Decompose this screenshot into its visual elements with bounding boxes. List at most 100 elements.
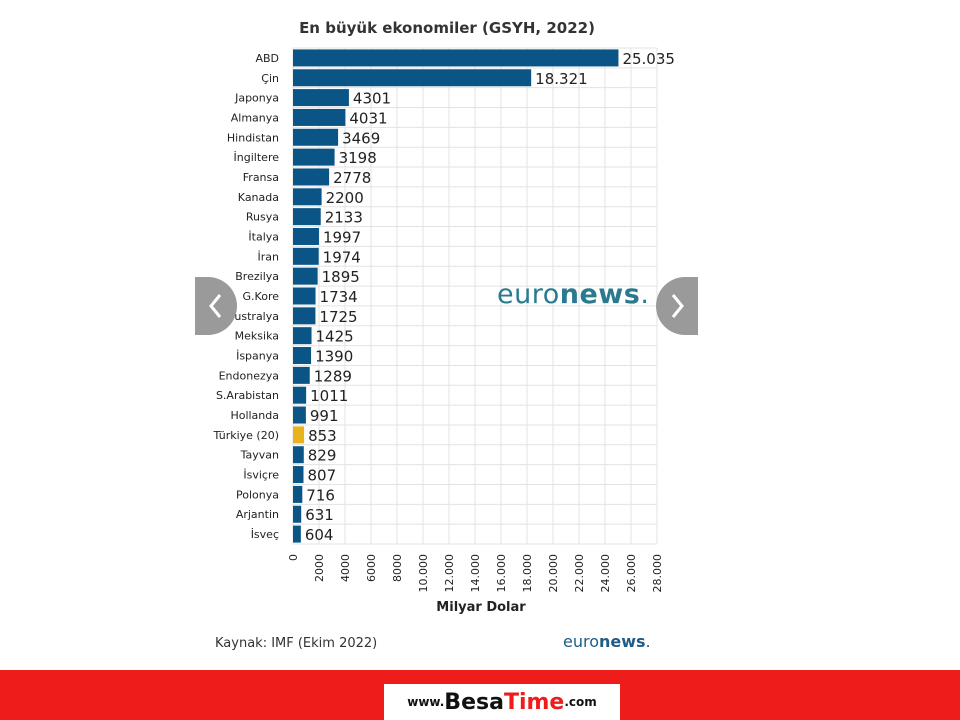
next-slide-button[interactable] xyxy=(656,277,698,335)
x-tick-label: 2000 xyxy=(313,554,326,582)
site-logo-com: .com xyxy=(564,695,597,709)
bar xyxy=(293,208,321,226)
category-labels: ABD Çin Japonya Almanya Hindistan İngiltere Fr… xyxy=(213,52,280,541)
watermark-part1: euro xyxy=(497,279,560,310)
data-label: 1390 xyxy=(315,348,353,366)
bar xyxy=(293,327,312,345)
bar xyxy=(293,128,339,146)
category-label: İran xyxy=(258,250,280,263)
bar xyxy=(293,386,307,404)
x-tick-label: 24.000 xyxy=(599,554,612,593)
bar xyxy=(293,89,349,107)
bar xyxy=(293,307,316,325)
brand-logo-part1: euro xyxy=(563,632,599,651)
watermark-logo: euronews. xyxy=(497,279,649,310)
bar xyxy=(293,347,312,365)
bar xyxy=(293,406,306,424)
category-label: İtalya xyxy=(248,230,279,243)
data-label: 1895 xyxy=(322,268,360,286)
data-label: 1289 xyxy=(314,367,352,385)
bar xyxy=(293,485,303,503)
data-label: 853 xyxy=(308,427,337,445)
data-label: 18.321 xyxy=(535,70,588,88)
category-label: Çin xyxy=(261,72,279,85)
bar xyxy=(293,49,619,67)
data-label: 604 xyxy=(305,526,334,544)
watermark-dot: . xyxy=(640,279,650,310)
data-label: 1997 xyxy=(323,228,361,246)
data-label: 3198 xyxy=(339,149,377,167)
category-label: Fransa xyxy=(243,171,279,184)
chart-bars xyxy=(293,49,619,543)
site-logo[interactable]: www. Besa Time .com xyxy=(384,684,620,720)
x-tick-label: 20.000 xyxy=(547,554,560,593)
x-tick-labels: 0 2000 4000 6000 8000 10.000 12.000 14.000 16.00… xyxy=(287,554,664,593)
x-tick-label: 8000 xyxy=(391,554,404,582)
category-label: Rusya xyxy=(246,211,279,224)
bar xyxy=(293,148,335,166)
data-label: 1734 xyxy=(320,288,358,306)
brand-logo-part2: news xyxy=(599,632,646,651)
data-label: 1974 xyxy=(323,248,361,266)
bar xyxy=(293,168,330,186)
x-tick-label: 28.000 xyxy=(651,554,664,593)
category-label: G.Kore xyxy=(243,290,280,303)
category-label: Polonya xyxy=(236,488,279,501)
site-logo-besa: Besa xyxy=(444,689,504,715)
data-label: 3469 xyxy=(342,129,380,147)
x-tick-label: 18.000 xyxy=(521,554,534,593)
category-label: Hindistan xyxy=(227,131,279,144)
category-label: ABD xyxy=(255,52,279,65)
data-label: 25.035 xyxy=(622,50,675,68)
data-label: 716 xyxy=(306,486,335,504)
chevron-left-icon xyxy=(209,294,222,318)
x-tick-label: 26.000 xyxy=(625,554,638,593)
bar xyxy=(293,525,301,543)
bar xyxy=(293,366,310,384)
bar xyxy=(293,247,319,265)
chevron-right-icon xyxy=(671,294,684,318)
x-tick-label: 10.000 xyxy=(417,554,430,593)
brand-logo-dot: . xyxy=(645,632,651,651)
data-label: 991 xyxy=(310,407,339,425)
category-label: Tayvan xyxy=(240,449,279,462)
bar xyxy=(293,426,305,444)
data-label: 631 xyxy=(305,506,334,524)
x-tick-label: 4000 xyxy=(339,554,352,582)
bar xyxy=(293,108,346,126)
site-logo-time: Time xyxy=(503,689,565,715)
category-label: İsveç xyxy=(251,528,279,541)
bar xyxy=(293,505,302,523)
data-label: 829 xyxy=(308,447,337,465)
x-tick-label: 14.000 xyxy=(469,554,482,593)
category-label: Türkiye (20) xyxy=(213,429,279,442)
category-label: Almanya xyxy=(231,111,279,124)
category-label: Endonezya xyxy=(219,369,279,382)
category-label: Meksika xyxy=(235,330,279,343)
category-label: Hollanda xyxy=(230,409,279,422)
category-label: İsviçre xyxy=(243,469,279,482)
x-tick-label: 22.000 xyxy=(573,554,586,593)
category-label: Kanada xyxy=(238,191,279,204)
category-label: İngiltere xyxy=(234,151,280,164)
chart-grid xyxy=(292,47,658,545)
chart-title: En büyük ekonomiler (GSYH, 2022) xyxy=(299,19,595,37)
watermark-part2: news xyxy=(559,279,641,310)
data-label: 1011 xyxy=(310,387,348,405)
category-label: Arjantin xyxy=(236,508,279,521)
data-label: 1425 xyxy=(316,328,354,346)
bar xyxy=(293,69,532,87)
category-label: İspanya xyxy=(236,350,279,363)
bar xyxy=(293,446,304,464)
x-tick-label: 12.000 xyxy=(443,554,456,593)
data-label: 807 xyxy=(307,467,336,485)
bar xyxy=(293,267,318,285)
x-tick-label: 6000 xyxy=(365,554,378,582)
bar xyxy=(293,227,319,245)
data-label: 2133 xyxy=(325,209,363,227)
data-label: 2200 xyxy=(326,189,364,207)
site-logo-www: www. xyxy=(407,695,445,709)
data-label: 4031 xyxy=(349,109,387,127)
bar xyxy=(293,287,316,305)
